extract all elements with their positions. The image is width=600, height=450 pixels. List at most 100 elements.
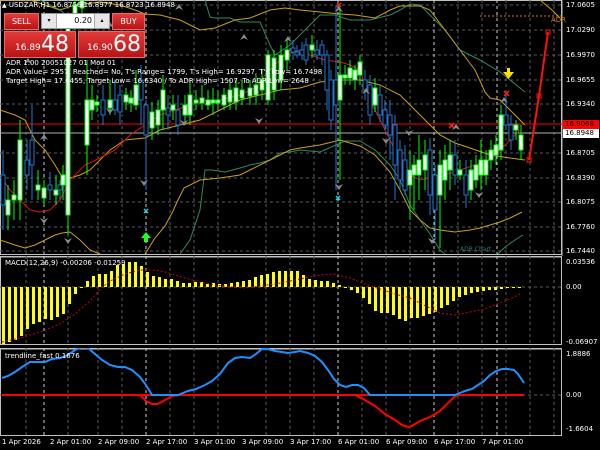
candle xyxy=(483,159,489,176)
time-tick: 2 Apr 09:00 xyxy=(98,438,140,446)
bollinger-middle xyxy=(0,79,526,179)
candle xyxy=(215,99,221,104)
candle xyxy=(0,174,6,206)
candle xyxy=(352,69,358,81)
candle xyxy=(463,174,469,196)
fractal-arrows xyxy=(24,4,508,244)
candle xyxy=(372,87,378,106)
candle xyxy=(333,79,339,106)
price-tick: 16.8705 xyxy=(566,149,595,157)
bollinger-lower-2 xyxy=(144,139,523,255)
lot-size-stepper[interactable]: ▾ 0.20 ▴ xyxy=(41,13,110,29)
candle xyxy=(170,104,176,111)
candle xyxy=(362,79,368,91)
adr-chart-label: ADR Chart xyxy=(460,246,492,253)
chart-menu-icon[interactable]: ▲ xyxy=(2,2,7,9)
candle xyxy=(193,99,199,104)
candle xyxy=(84,99,90,146)
bollinger-upper xyxy=(0,0,526,126)
bid-price-tag: 16.8948 xyxy=(563,129,599,138)
candle xyxy=(165,107,171,116)
candle xyxy=(319,44,325,56)
candle xyxy=(387,114,393,136)
candle xyxy=(160,89,166,111)
candle xyxy=(24,159,30,176)
time-tick: 2 Apr 17:00 xyxy=(146,438,188,446)
lot-increase-icon[interactable]: ▴ xyxy=(94,14,109,28)
candle xyxy=(437,164,443,196)
candle xyxy=(123,94,129,103)
candle xyxy=(324,54,330,91)
time-tick: 6 Apr 01:00 xyxy=(338,438,380,446)
candle xyxy=(265,54,271,101)
sell-price-button[interactable]: 16.89 48 xyxy=(4,31,76,58)
candle xyxy=(503,114,509,126)
candle xyxy=(57,184,63,191)
candle xyxy=(133,84,139,106)
macd-title: MACD(12,26,9) -0.00206 -0.01259 xyxy=(5,259,126,267)
adr-info-line-3: Target High= 17.0455, Target Low= 16.634… xyxy=(6,77,309,85)
candle xyxy=(442,159,448,181)
buy-price-button[interactable]: 16.90 68 xyxy=(78,31,145,58)
macd-panel[interactable] xyxy=(0,256,600,346)
candle xyxy=(271,57,277,91)
lot-size-input[interactable]: 0.20 xyxy=(74,16,92,25)
time-tick: 6 Apr 17:00 xyxy=(434,438,476,446)
candle xyxy=(5,199,11,216)
trendline-fast-panel[interactable] xyxy=(0,348,600,438)
candle xyxy=(182,104,188,116)
time-tick: 3 Apr 01:00 xyxy=(194,438,236,446)
buy-price-prefix: 16.90 xyxy=(87,43,113,53)
candle xyxy=(432,174,438,211)
candle xyxy=(53,189,59,196)
bollinger-lower xyxy=(0,231,101,255)
candle xyxy=(210,99,216,104)
candle xyxy=(299,49,305,56)
candle xyxy=(347,67,353,79)
price-tick: 16.8075 xyxy=(566,198,595,206)
candle xyxy=(452,154,458,176)
candle xyxy=(357,61,363,76)
macd-histogram xyxy=(2,262,521,344)
candle xyxy=(457,169,463,176)
candle xyxy=(493,144,499,156)
trendline-down-red-2 xyxy=(354,394,461,429)
candle xyxy=(498,114,504,151)
adr-info-line-2: ADR Value= 2957, Reached= No, T's Range=… xyxy=(6,68,323,76)
candle xyxy=(382,109,388,126)
candle xyxy=(427,149,433,196)
candle xyxy=(233,87,239,103)
candle xyxy=(468,169,474,191)
price-tick: 16.8390 xyxy=(566,174,595,182)
ask-price-tag: 16.9068 xyxy=(563,120,599,129)
candle xyxy=(89,99,95,111)
candle xyxy=(309,44,315,51)
candle xyxy=(247,87,253,97)
candle xyxy=(314,49,320,56)
candle xyxy=(513,124,519,131)
price-tick: 16.9340 xyxy=(566,100,595,108)
price-tick: 16.7760 xyxy=(566,223,595,231)
one-click-trading-panel: SELL ▾ 0.20 ▴ BUY 16.89 48 16.90 68 xyxy=(4,13,145,58)
envelope-lower-2 xyxy=(497,234,524,255)
main-price-chart[interactable] xyxy=(0,0,600,256)
candle xyxy=(259,79,265,91)
candle xyxy=(29,139,35,166)
buy-button[interactable]: BUY xyxy=(112,13,145,30)
candle xyxy=(47,184,53,191)
candle xyxy=(60,174,66,186)
candle xyxy=(41,187,47,199)
candle xyxy=(303,44,309,61)
trendline-title: trendline_fast 0.1676 xyxy=(5,352,80,360)
candle xyxy=(407,169,413,186)
price-tick: 17.0290 xyxy=(566,26,595,34)
red-x-markers xyxy=(336,2,510,129)
lot-decrease-icon[interactable]: ▾ xyxy=(42,14,57,28)
adr-projection-line xyxy=(528,31,549,161)
macd-tick: 0.03536 xyxy=(566,258,595,266)
sell-button[interactable]: SELL xyxy=(4,13,39,30)
candle xyxy=(478,159,484,176)
trendline-tick: 0.00 xyxy=(566,391,582,399)
candle xyxy=(11,194,17,201)
candle xyxy=(278,54,284,81)
